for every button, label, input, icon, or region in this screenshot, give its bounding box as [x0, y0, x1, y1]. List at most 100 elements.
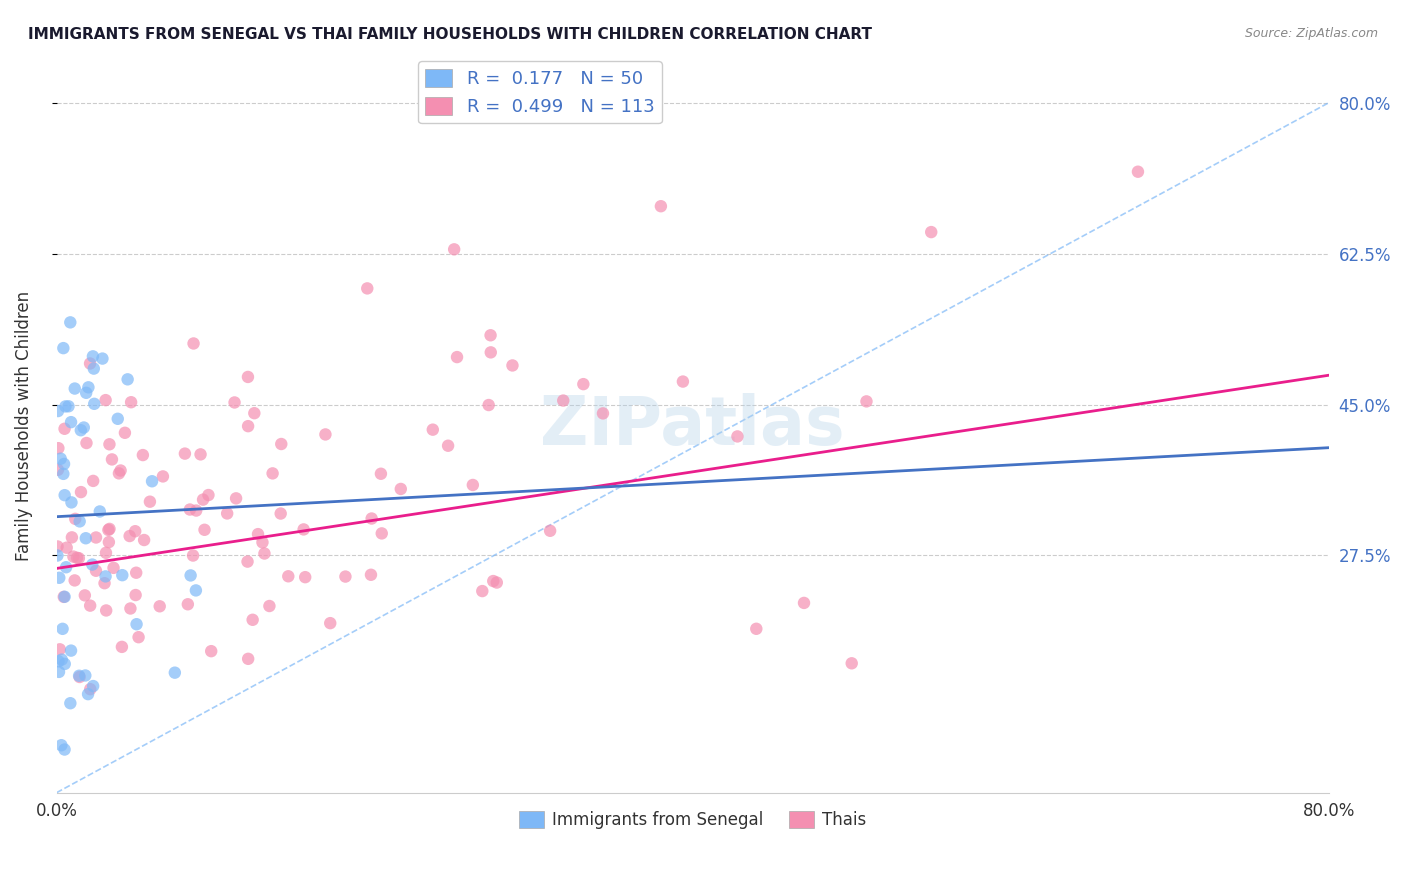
Point [538, 524, 561, 538]
Point [79, 599, 101, 613]
Point [79, 682, 101, 697]
Point [69, 515, 91, 529]
Point [94, 393, 117, 408]
Point [82, 679, 104, 693]
Point [224, 395, 246, 409]
Point [82, 558, 104, 572]
Point [252, 535, 274, 549]
Point [75, 385, 97, 400]
Point [371, 526, 394, 541]
Point [48, 441, 70, 455]
Point [46, 540, 69, 554]
Point [60, 643, 83, 657]
Point [592, 406, 614, 420]
Point [53, 457, 76, 471]
Point [242, 613, 264, 627]
Text: Source: ZipAtlas.com: Source: ZipAtlas.com [1244, 27, 1378, 40]
Point [67, 669, 90, 683]
Legend: Immigrants from Senegal, Thais: Immigrants from Senegal, Thais [512, 804, 873, 836]
Point [83, 361, 105, 376]
Point [66, 550, 89, 565]
Point [180, 568, 202, 582]
Point [163, 665, 186, 680]
Point [572, 377, 595, 392]
Point [478, 398, 501, 412]
Point [63, 382, 86, 396]
Point [370, 467, 392, 481]
Point [238, 652, 260, 666]
Point [94, 569, 117, 583]
Point [120, 395, 142, 409]
Point [292, 523, 315, 537]
Point [93, 576, 115, 591]
Point [108, 467, 131, 481]
Point [49, 642, 72, 657]
Point [225, 491, 247, 506]
Point [193, 523, 215, 537]
Point [120, 601, 142, 615]
Point [745, 622, 768, 636]
Point [59, 696, 82, 710]
Point [132, 533, 155, 547]
Point [485, 575, 508, 590]
Point [52, 467, 75, 481]
Point [91, 351, 114, 366]
Point [247, 527, 270, 541]
Point [793, 596, 815, 610]
Point [314, 427, 336, 442]
Point [270, 507, 292, 521]
Point [183, 336, 205, 351]
Point [437, 439, 460, 453]
Point [73, 420, 96, 434]
Point [46, 549, 69, 563]
Point [191, 492, 214, 507]
Point [920, 225, 942, 239]
Point [177, 597, 200, 611]
Point [107, 412, 129, 426]
Point [55, 560, 77, 574]
Point [128, 630, 150, 644]
Point [75, 531, 97, 545]
Point [243, 406, 266, 420]
Point [97, 535, 120, 549]
Point [52, 622, 75, 636]
Point [236, 370, 259, 384]
Point [67, 551, 90, 566]
Point [270, 437, 292, 451]
Point [124, 524, 146, 539]
Point [117, 372, 139, 386]
Point [65, 512, 87, 526]
Point [335, 569, 357, 583]
Point [52, 590, 75, 604]
Point [125, 566, 148, 580]
Point [181, 549, 204, 563]
Point [97, 523, 120, 537]
Point [725, 429, 748, 443]
Point [650, 199, 672, 213]
Point [84, 564, 107, 578]
Point [118, 529, 141, 543]
Point [236, 555, 259, 569]
Point [356, 281, 378, 295]
Point [110, 463, 132, 477]
Point [82, 350, 104, 364]
Point [294, 570, 316, 584]
Point [82, 474, 104, 488]
Point [73, 588, 96, 602]
Point [48, 665, 70, 679]
Point [482, 574, 505, 588]
Point [277, 569, 299, 583]
Point [111, 640, 134, 654]
Point [46, 404, 69, 418]
Point [83, 397, 105, 411]
Point [53, 422, 76, 436]
Point [76, 436, 98, 450]
Point [841, 657, 863, 671]
Text: IMMIGRANTS FROM SENEGAL VS THAI FAMILY HOUSEHOLDS WITH CHILDREN CORRELATION CHAR: IMMIGRANTS FROM SENEGAL VS THAI FAMILY H… [28, 27, 872, 42]
Text: ZIPatlas: ZIPatlas [540, 393, 845, 459]
Point [103, 561, 125, 575]
Point [75, 668, 97, 682]
Point [179, 502, 201, 516]
Point [319, 616, 342, 631]
Point [98, 522, 121, 536]
